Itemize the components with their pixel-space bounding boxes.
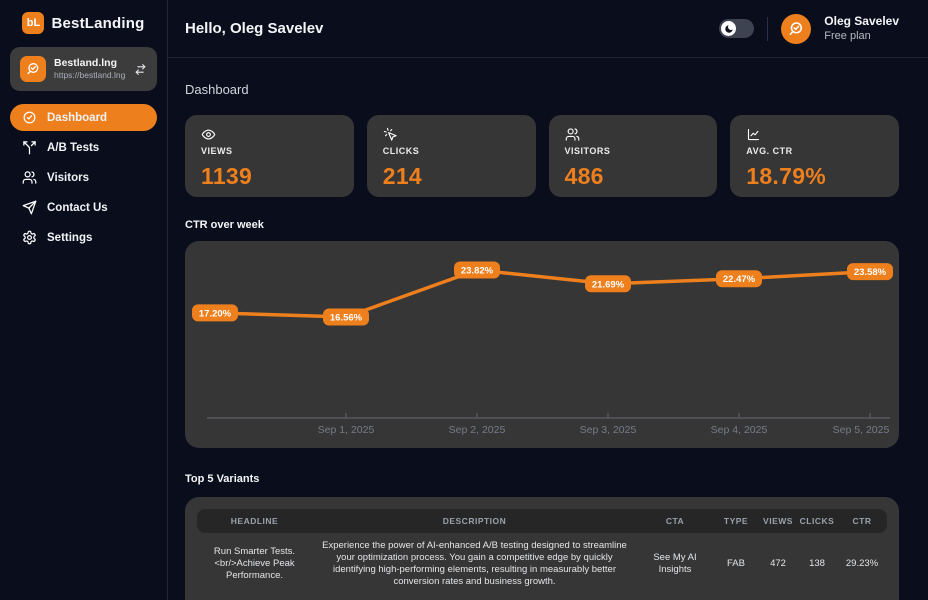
split-icon — [22, 140, 37, 155]
sidebar-nav: Dashboard A/B Tests Visitors — [10, 104, 157, 251]
theme-toggle-knob — [721, 21, 737, 36]
search-check-icon — [20, 56, 46, 82]
column-header-description: DESCRIPTION — [442, 516, 507, 526]
header-divider — [767, 16, 769, 41]
chart-section-title: CTR over week — [185, 219, 264, 231]
svg-text:17.20%: 17.20% — [199, 308, 232, 319]
moon-icon — [724, 24, 734, 34]
top-header: Hello, Oleg Savelev — [168, 0, 928, 58]
ctr-chart-svg: Sep 1, 2025 Sep 2, 2025 Sep 3, 2025 Sep 4, … — [192, 261, 893, 436]
page-title: Dashboard — [185, 82, 249, 97]
svg-text:22.47%: 22.47% — [723, 274, 756, 285]
svg-text:Sep 4, 2025: Sep 4, 2025 — [711, 424, 768, 436]
search-check-icon — [787, 20, 805, 38]
cell-cta: See My AI Insights — [653, 551, 697, 575]
table-header-row: HEADLINE DESCRIPTION CTA TYPE VIEWS CLIC… — [197, 509, 887, 533]
svg-text:Sep 3, 2025: Sep 3, 2025 — [580, 424, 637, 436]
user-plan-badge: Free plan — [824, 30, 871, 43]
cell-headline: Run Smarter Tests. <br/>Achieve Peak Per… — [213, 545, 296, 581]
svg-text:Sep 5, 2025: Sep 5, 2025 — [833, 424, 890, 436]
column-header-clicks: CLICKS — [799, 516, 835, 526]
users-icon — [22, 170, 37, 185]
sidebar: bL BestLanding Bestland.lng https://best… — [0, 0, 168, 600]
sidebar-item-label: Visitors — [47, 171, 89, 184]
table-row: Transform Your Landing Attract and conve… — [197, 594, 887, 600]
sidebar-item-label: Settings — [47, 231, 93, 244]
svg-text:23.58%: 23.58% — [854, 267, 887, 278]
brand-logo: bL BestLanding — [10, 9, 157, 37]
stats-row: VIEWS 1139 CLICKS 214 VISITORS — [185, 115, 899, 197]
gear-icon — [22, 230, 37, 245]
stat-card-visitors: VISITORS 486 — [548, 115, 718, 197]
column-header-headline: HEADLINE — [230, 516, 279, 526]
stat-value: 486 — [564, 163, 604, 189]
workspace-name: Bestland.lng — [54, 56, 118, 69]
sidebar-item-ab-tests[interactable]: A/B Tests — [10, 134, 157, 161]
svg-text:Sep 1, 2025: Sep 1, 2025 — [318, 424, 375, 436]
cell-type: FAB — [727, 557, 745, 569]
stat-card-views: VIEWS 1139 — [185, 115, 354, 197]
sidebar-item-contact-us[interactable]: Contact Us — [10, 194, 157, 221]
send-icon — [22, 200, 37, 215]
sidebar-item-label: Dashboard — [47, 111, 108, 124]
brand-logo-icon: bL — [22, 12, 45, 34]
brand-name: BestLanding — [51, 14, 145, 32]
gauge-icon — [22, 110, 37, 125]
theme-toggle[interactable] — [719, 19, 755, 38]
cell-views: 472 — [770, 557, 786, 569]
table-row: Run Smarter Tests. <br/>Achieve Peak Per… — [197, 533, 887, 594]
sidebar-item-visitors[interactable]: Visitors — [10, 164, 157, 191]
user-name: Oleg Savelev — [824, 13, 899, 28]
stat-card-clicks: CLICKS 214 — [366, 115, 536, 197]
header-right: Oleg Savelev Free plan — [719, 13, 899, 44]
sidebar-item-label: Contact Us — [47, 201, 108, 214]
stat-label: CLICKS — [382, 146, 420, 156]
svg-text:23.82%: 23.82% — [461, 266, 494, 277]
stat-label: AVG. CTR — [746, 146, 793, 156]
user-avatar[interactable] — [781, 13, 812, 44]
greeting-text: Hello, Oleg Savelev — [185, 20, 324, 37]
ctr-chart-card: Sep 1, 2025 Sep 2, 2025 Sep 3, 2025 Sep 4, … — [185, 241, 899, 448]
user-meta: Oleg Savelev Free plan — [824, 13, 899, 44]
cell-description: Experience the power of AI-enhanced A/B … — [322, 540, 627, 587]
swap-arrows-icon[interactable] — [134, 63, 147, 76]
eye-icon — [201, 127, 338, 143]
stat-card-avg-ctr: AVG. CTR 18.79% — [730, 115, 899, 197]
sidebar-item-label: A/B Tests — [47, 141, 100, 154]
cell-clicks: 138 — [809, 557, 825, 569]
column-header-views: VIEWS — [763, 516, 793, 526]
workspace-meta: Bestland.lng https://bestland.lng — [54, 57, 125, 82]
stat-value: 214 — [382, 163, 423, 189]
stat-label: VISITORS — [564, 146, 611, 156]
top-variants-table: HEADLINE DESCRIPTION CTA TYPE VIEWS CLIC… — [185, 497, 899, 600]
column-header-cta: CTA — [665, 516, 685, 526]
stat-value: 18.79% — [746, 163, 827, 189]
sidebar-item-settings[interactable]: Settings — [10, 224, 157, 251]
svg-text:21.69%: 21.69% — [592, 279, 625, 290]
users-icon — [565, 127, 702, 143]
cursor-click-icon — [383, 127, 520, 143]
line-chart-icon — [746, 127, 883, 143]
svg-text:16.56%: 16.56% — [330, 313, 363, 324]
table-section-title: Top 5 Variants — [185, 473, 260, 485]
column-header-ctr: CTR — [852, 516, 872, 526]
column-header-type: TYPE — [723, 516, 749, 526]
stat-value: 1139 — [201, 163, 253, 189]
workspace-selector[interactable]: Bestland.lng https://bestland.lng — [10, 47, 157, 91]
main-content: Dashboard VIEWS 1139 CLICKS 214 — [168, 58, 928, 600]
workspace-url: https://bestland.lng — [54, 70, 126, 81]
svg-text:Sep 2, 2025: Sep 2, 2025 — [449, 424, 506, 436]
sidebar-item-dashboard[interactable]: Dashboard — [10, 104, 157, 131]
cell-ctr: 29.23% — [845, 557, 879, 569]
stat-label: VIEWS — [201, 146, 233, 156]
